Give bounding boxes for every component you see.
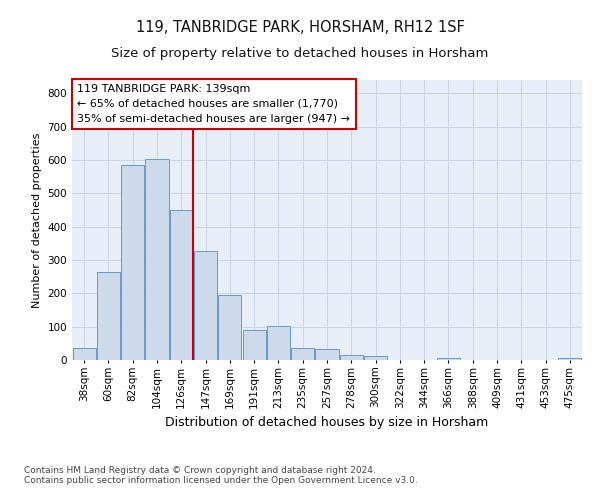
Bar	[242, 330, 266, 360]
Bar	[145, 159, 169, 360]
Text: Contains HM Land Registry data © Crown copyright and database right 2024.
Contai: Contains HM Land Registry data © Crown c…	[24, 466, 418, 485]
Bar	[267, 326, 290, 360]
Bar	[316, 350, 338, 360]
Bar	[340, 355, 363, 360]
Bar	[364, 356, 387, 360]
Text: 119, TANBRIDGE PARK, HORSHAM, RH12 1SF: 119, TANBRIDGE PARK, HORSHAM, RH12 1SF	[136, 20, 464, 35]
Y-axis label: Number of detached properties: Number of detached properties	[32, 132, 42, 308]
Text: 119 TANBRIDGE PARK: 139sqm
← 65% of detached houses are smaller (1,770)
35% of s: 119 TANBRIDGE PARK: 139sqm ← 65% of deta…	[77, 84, 350, 124]
Bar	[218, 294, 241, 360]
Bar	[559, 358, 581, 360]
Bar	[170, 210, 193, 360]
Bar	[437, 358, 460, 360]
Bar	[73, 348, 95, 360]
Bar	[291, 348, 314, 360]
Bar	[121, 165, 144, 360]
Bar	[194, 250, 217, 360]
X-axis label: Distribution of detached houses by size in Horsham: Distribution of detached houses by size …	[166, 416, 488, 429]
Bar	[97, 272, 120, 360]
Text: Size of property relative to detached houses in Horsham: Size of property relative to detached ho…	[112, 48, 488, 60]
